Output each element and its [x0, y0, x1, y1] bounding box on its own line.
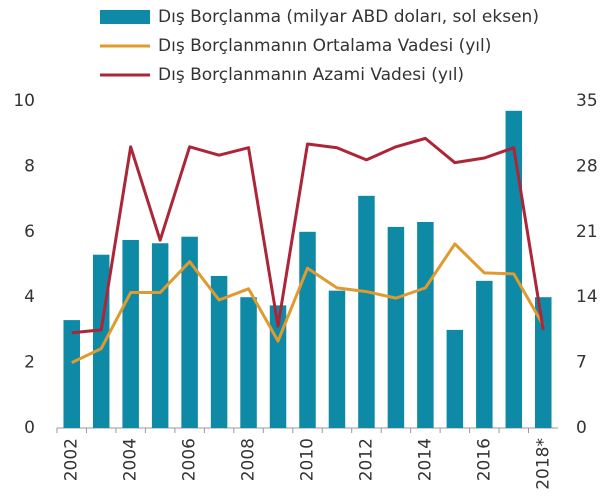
y2-tick-label: 14: [576, 287, 598, 307]
bar: [387, 226, 405, 428]
bar: [240, 297, 257, 428]
legend-label: Dış Borçlanmanın Ortalama Vadesi (yıl): [158, 36, 491, 56]
x-tick-label: 2010: [298, 438, 318, 481]
legend-label: Dış Borçlanmanın Azami Vadesi (yıl): [158, 65, 464, 85]
bar: [476, 280, 493, 428]
y-tick-label: 8: [24, 156, 35, 176]
y-tick-label: 10: [13, 91, 35, 111]
legend-label: Dış Borçlanma (milyar ABD doları, sol ek…: [158, 7, 539, 27]
bar: [181, 236, 198, 428]
y2-tick-label: 21: [576, 222, 598, 242]
x-tick-label: 2012: [356, 438, 376, 481]
y2-tick-label: 35: [576, 91, 598, 111]
x-tick-label: 2006: [180, 438, 200, 481]
y-tick-label: 0: [24, 418, 35, 438]
x-tick-label: 2008: [239, 438, 259, 481]
y-tick-label: 2: [24, 353, 35, 373]
bar: [151, 243, 169, 428]
x-tick-label: 2002: [62, 438, 82, 481]
legend-swatch: [100, 10, 150, 24]
bar: [328, 290, 346, 428]
y-tick-label: 4: [24, 287, 35, 307]
bar: [417, 221, 434, 428]
bar: [92, 254, 110, 428]
y2-tick-label: 7: [576, 353, 587, 373]
x-tick-label: 2004: [121, 438, 141, 481]
line: [71, 136, 545, 335]
bar: [210, 275, 228, 428]
bar: [446, 329, 464, 428]
bar: [63, 320, 80, 428]
bar: [535, 297, 552, 428]
bar: [122, 239, 139, 428]
bar: [358, 195, 375, 428]
line: [71, 242, 545, 364]
x-tick-label: 2014: [415, 438, 435, 481]
y-tick-label: 6: [24, 222, 35, 242]
bar: [299, 231, 316, 428]
y2-tick-label: 0: [576, 418, 587, 438]
bar: [505, 110, 523, 428]
x-tick-label: 2018*: [533, 438, 553, 490]
y2-tick-label: 28: [576, 156, 598, 176]
x-tick-label: 2016: [474, 438, 494, 481]
